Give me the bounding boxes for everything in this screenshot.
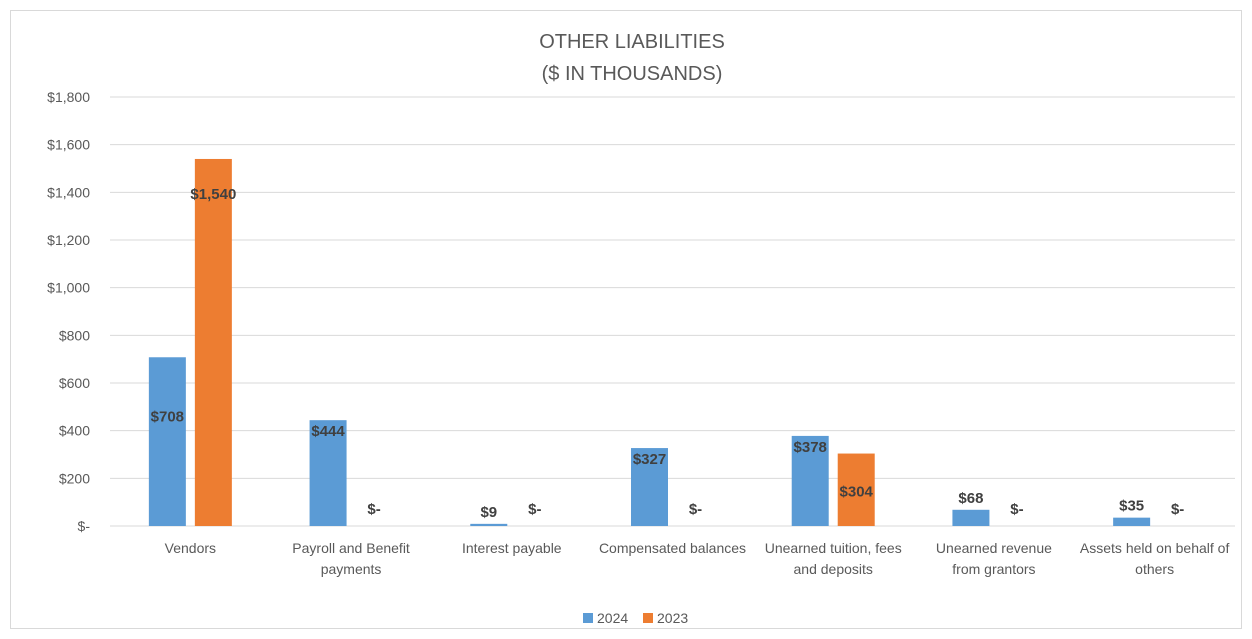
category-label: Vendors xyxy=(165,540,216,556)
y-tick-label: $1,600 xyxy=(47,137,90,153)
legend-swatch xyxy=(583,613,593,623)
data-label: $444 xyxy=(311,423,345,440)
data-label: $708 xyxy=(151,408,184,425)
y-axis-ticks: $- $200 $400 $600 $800 $1,000 $1,200 $1,400 $1,6… xyxy=(47,89,90,534)
bar-2024 xyxy=(952,509,990,526)
y-tick-label: $1,400 xyxy=(47,184,90,200)
category-label: others xyxy=(1135,561,1174,577)
data-label: $- xyxy=(1171,501,1184,518)
data-label: $304 xyxy=(840,484,874,501)
legend: 2024 2023 xyxy=(583,610,688,626)
category-label: Payroll and Benefit xyxy=(292,540,410,556)
bar-2024 xyxy=(309,420,347,526)
category-label: from grantors xyxy=(952,561,1035,577)
data-label: $- xyxy=(528,501,541,518)
gridlines xyxy=(110,96,1235,527)
category-label: Unearned tuition, fees xyxy=(765,540,902,556)
bar-2024 xyxy=(470,523,508,526)
y-tick-label: $1,000 xyxy=(47,280,90,296)
bars xyxy=(148,158,1151,526)
y-tick-label: $400 xyxy=(59,423,90,439)
category-label: Assets held on behalf of xyxy=(1080,540,1230,556)
y-tick-label: $600 xyxy=(59,375,90,391)
y-tick-label: $800 xyxy=(59,327,90,343)
bar-2024 xyxy=(1113,517,1151,526)
y-tick-label: $1,200 xyxy=(47,232,90,248)
data-label: $378 xyxy=(794,439,827,456)
y-tick-label: $1,800 xyxy=(47,89,90,105)
category-label: and deposits xyxy=(794,561,873,577)
y-tick-label: $- xyxy=(78,518,91,534)
chart-subtitle: ($ IN THOUSANDS) xyxy=(542,63,723,85)
legend-label: 2023 xyxy=(657,610,688,626)
data-label: $1,540 xyxy=(190,186,236,203)
data-label: $35 xyxy=(1119,498,1144,515)
bar-2024 xyxy=(791,435,829,526)
bar-2023 xyxy=(194,158,232,526)
bar-2024 xyxy=(631,448,668,526)
category-label: payments xyxy=(321,561,382,577)
y-tick-label: $200 xyxy=(59,470,90,486)
category-label: Interest payable xyxy=(462,540,562,556)
data-label: $- xyxy=(689,501,702,518)
data-label: $327 xyxy=(633,451,666,468)
category-label: Unearned revenue xyxy=(936,540,1052,556)
data-label: $- xyxy=(367,501,380,518)
data-label: $68 xyxy=(958,490,983,507)
bar-2024 xyxy=(148,357,186,526)
data-label: $- xyxy=(1010,501,1023,518)
data-labels: $708 $1,540 $444 $- $9 $- $327 $- $378 $304 $68 $- $… xyxy=(151,186,1185,521)
legend-label: 2024 xyxy=(597,610,628,626)
bar-2023 xyxy=(837,453,875,526)
data-label: $9 xyxy=(480,504,497,521)
legend-swatch xyxy=(643,613,653,623)
chart-title: OTHER LIABILITIES xyxy=(539,31,725,53)
x-axis-categories: Vendors Payroll and Benefit payments Intere… xyxy=(165,540,1230,577)
category-label: Compensated balances xyxy=(599,540,746,556)
